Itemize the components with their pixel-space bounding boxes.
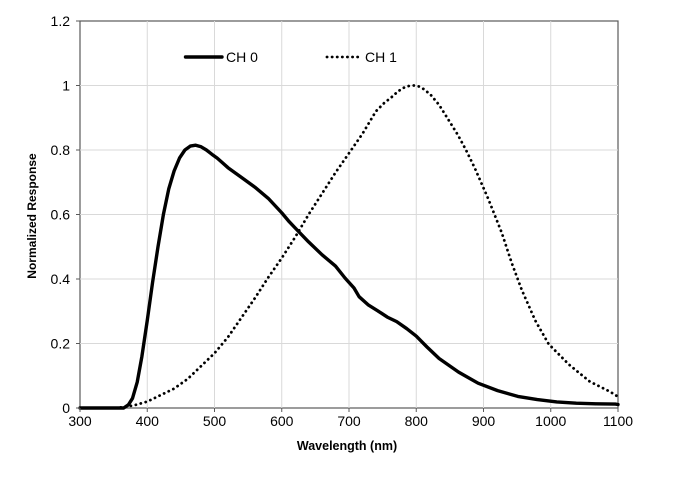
svg-text:300: 300	[68, 413, 92, 429]
svg-text:1000: 1000	[535, 413, 566, 429]
svg-text:Normalized Response: Normalized Response	[25, 153, 39, 279]
svg-text:0.6: 0.6	[51, 207, 71, 223]
svg-text:400: 400	[136, 413, 160, 429]
svg-text:1100: 1100	[603, 413, 633, 429]
svg-text:600: 600	[270, 413, 294, 429]
svg-text:CH 0: CH 0	[226, 49, 258, 65]
svg-text:Wavelength (nm): Wavelength (nm)	[297, 439, 397, 453]
svg-text:0.2: 0.2	[51, 336, 71, 352]
svg-text:900: 900	[472, 413, 496, 429]
svg-text:800: 800	[405, 413, 429, 429]
svg-text:1: 1	[62, 78, 70, 94]
svg-text:0.8: 0.8	[51, 142, 71, 158]
svg-text:700: 700	[337, 413, 361, 429]
svg-text:CH 1: CH 1	[365, 49, 397, 65]
svg-text:0.4: 0.4	[51, 271, 71, 287]
svg-text:1.2: 1.2	[51, 13, 71, 29]
svg-text:500: 500	[203, 413, 227, 429]
